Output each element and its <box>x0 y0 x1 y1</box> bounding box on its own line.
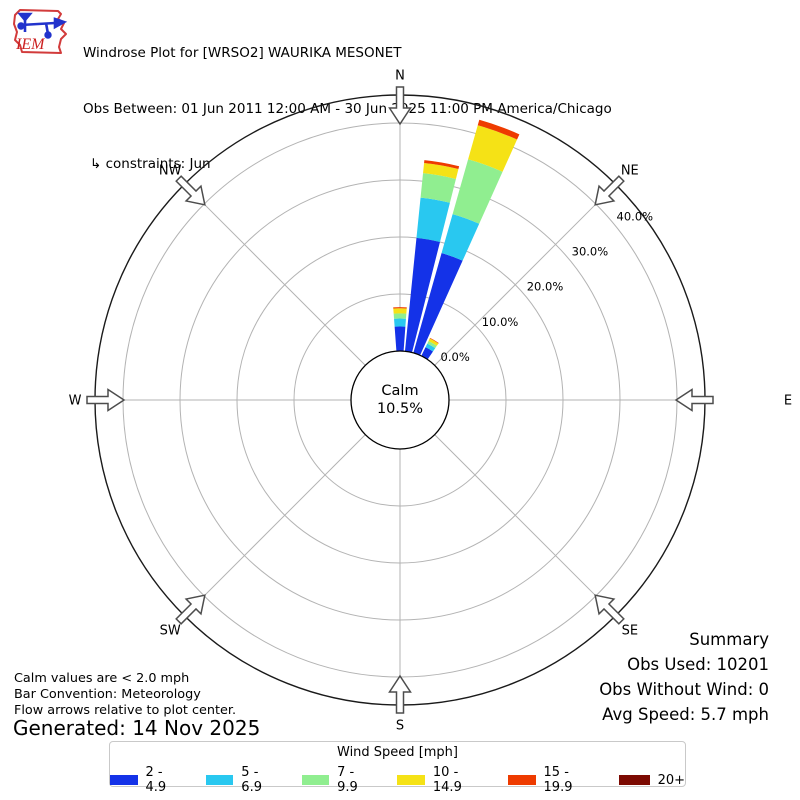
radial-tick-label: 0.0% <box>441 350 470 364</box>
flow-arrow <box>674 388 714 412</box>
legend-label: 7 - 9.9 <box>337 765 358 795</box>
wind-bar-segment <box>425 343 436 352</box>
summary-title: Summary <box>689 630 769 649</box>
wind-vane-icon <box>17 12 68 39</box>
header-title-block: Windrose Plot for [WRSO2] WAURIKA MESONE… <box>83 7 612 211</box>
iem-logo: IEM <box>13 9 68 54</box>
constraints-line: ↳ constraints: Jun <box>90 156 211 172</box>
wind-bar-segment <box>404 237 440 353</box>
summary-obs-used: Obs Used: 10201 <box>627 655 769 674</box>
wind-bar-segment <box>393 308 407 314</box>
note-flow-arrows: Flow arrows relative to plot center. <box>14 703 237 718</box>
legend-swatch <box>205 774 234 786</box>
summary-obs-without-wind: Obs Without Wind: 0 <box>599 680 769 699</box>
wind-bar-segment <box>420 173 456 203</box>
legend-label: 15 - 19.9 <box>543 765 573 795</box>
legend-swatch <box>301 774 330 786</box>
direction-spoke <box>434 183 617 366</box>
iowa-outline <box>13 9 67 54</box>
wind-bar-segment <box>429 337 439 344</box>
flow-arrow <box>388 86 412 126</box>
wind-bar-segment <box>393 307 407 309</box>
wind-bar-segment <box>416 197 450 242</box>
legend-item: 20+ <box>618 772 686 788</box>
legend-item: 2 - 4.9 <box>110 765 183 795</box>
wind-bar-segment <box>477 119 520 140</box>
note-calm-threshold: Calm values are < 2.0 mph <box>14 671 190 686</box>
generated-date: Generated: 14 Nov 2025 <box>13 716 261 740</box>
calm-circle <box>350 350 450 450</box>
compass-label-SW: SW <box>160 623 181 638</box>
legend-swatch <box>110 774 138 786</box>
direction-spoke <box>183 183 366 366</box>
wind-bar-segment <box>393 313 407 319</box>
wind-bar-segment <box>468 125 518 172</box>
wind-speed-legend: Wind Speed [mph] 2 - 4.9 5 - 6.9 7 - 9.9 10… <box>109 741 686 795</box>
plot-notes: Calm values are < 2.0 mph Bar Convention… <box>14 671 236 719</box>
wind-bar-segment <box>413 253 463 356</box>
flow-arrow <box>175 594 206 625</box>
compass-label-SE: SE <box>622 623 638 638</box>
legend-label: 10 - 14.9 <box>432 765 462 795</box>
legend-item: 5 - 6.9 <box>205 765 279 795</box>
wind-bar-segment <box>394 326 406 352</box>
iem-logo-text: IEM <box>15 36 46 53</box>
wind-bar-segment <box>423 162 459 179</box>
wind-bar-segment <box>452 159 503 224</box>
radial-tick-label: 10.0% <box>482 315 519 329</box>
plot-title: Windrose Plot for [WRSO2] WAURIKA MESONE… <box>83 45 402 61</box>
legend-swatch <box>397 774 425 786</box>
compass-label-E: E <box>784 394 792 409</box>
legend-label: 20+ <box>657 772 686 788</box>
radial-tick-label: 20.0% <box>527 280 564 294</box>
summary-avg-speed: Avg Speed: 5.7 mph <box>602 705 769 724</box>
legend-swatch <box>618 774 650 786</box>
flow-arrow <box>86 388 126 412</box>
legend-title: Wind Speed [mph] <box>337 745 458 760</box>
wind-bar-segment <box>421 347 433 360</box>
obs-between-subtitle: Obs Between: 01 Jun 2011 12:00 AM - 30 J… <box>83 100 612 117</box>
direction-spoke <box>183 434 366 617</box>
wind-bar-segment <box>441 214 480 261</box>
compass-label-N: N <box>395 69 405 84</box>
flow-arrow <box>594 175 625 206</box>
compass-label-S: S <box>396 719 404 734</box>
legend-entries: 2 - 4.9 5 - 6.9 7 - 9.9 10 - 14.9 15 - 19.9 2… <box>110 765 685 795</box>
summary-block: Summary Obs Used: 10201 Obs Without Wind… <box>599 627 769 727</box>
wind-bar-segment <box>394 318 406 327</box>
radial-tick-label: 40.0% <box>617 210 654 224</box>
compass-label-W: W <box>69 394 82 409</box>
legend-item: 15 - 19.9 <box>507 765 596 795</box>
legend-item: 7 - 9.9 <box>301 765 375 795</box>
legend-label: 2 - 4.9 <box>145 765 167 795</box>
calm-label: Calm <box>381 383 418 399</box>
wind-bar-segment <box>427 341 437 349</box>
compass-label-NE: NE <box>621 164 639 179</box>
flow-arrow <box>175 175 206 206</box>
radial-tick-label: 30.0% <box>572 245 609 259</box>
calm-value: 10.5% <box>377 401 423 417</box>
note-bar-convention: Bar Convention: Meteorology <box>14 687 201 702</box>
wind-bar-segment <box>424 160 460 170</box>
wind-bar-segment <box>428 338 439 346</box>
legend-swatch <box>507 774 536 786</box>
flow-arrow <box>594 594 625 625</box>
legend-item: 10 - 14.9 <box>397 765 485 795</box>
legend-label: 5 - 6.9 <box>241 765 262 795</box>
compass-label-NW: NW <box>159 164 182 179</box>
direction-spoke <box>434 434 617 617</box>
flow-arrow <box>388 674 412 714</box>
